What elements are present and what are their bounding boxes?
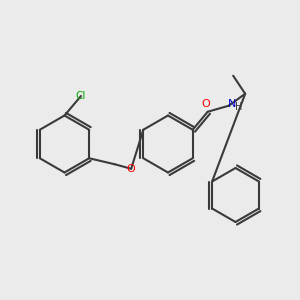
- Text: O: O: [202, 99, 211, 109]
- Text: O: O: [127, 164, 136, 174]
- Text: H: H: [236, 102, 243, 112]
- Text: Cl: Cl: [76, 91, 86, 101]
- Text: N: N: [227, 99, 236, 109]
